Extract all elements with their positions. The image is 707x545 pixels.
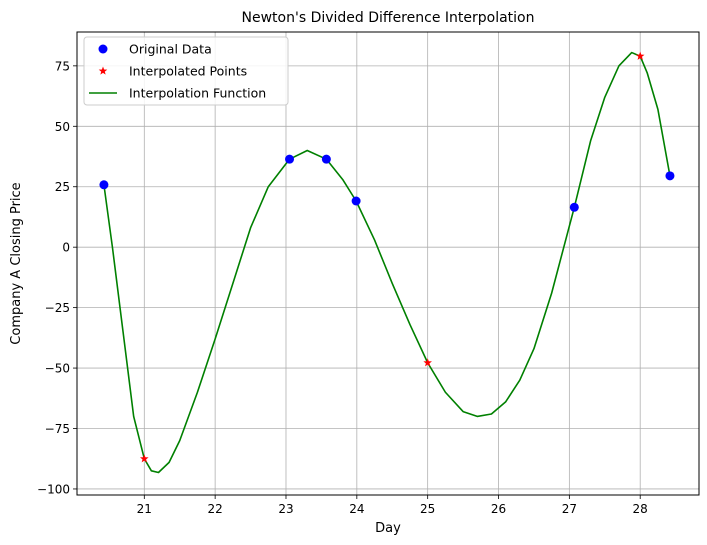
x-axis-label: Day: [375, 521, 401, 536]
x-tick-label: 24: [349, 502, 364, 516]
interpolated-point: [140, 454, 149, 463]
y-tick-label: −100: [37, 482, 70, 496]
x-tick-label: 23: [278, 502, 293, 516]
legend-star-swatch: [98, 66, 108, 75]
legend-label: Original Data: [129, 42, 212, 57]
original-data-point: [285, 154, 295, 164]
plot-series: [99, 51, 675, 474]
x-tick-label: 27: [562, 502, 577, 516]
grid-lines: [77, 32, 699, 495]
legend-box: [83, 36, 289, 106]
y-tick-label: −75: [45, 422, 70, 436]
legend-circle-swatch: [98, 44, 108, 54]
y-tick-label: 50: [55, 120, 70, 134]
plot-frame: [76, 31, 700, 496]
x-tick-label: 21: [137, 502, 152, 516]
original-data-point: [569, 202, 579, 212]
y-axis-label: Company A Closing Price: [9, 182, 24, 344]
x-tick-label: 26: [491, 502, 506, 516]
original-data-point: [351, 196, 361, 206]
x-tick-label: 22: [208, 502, 223, 516]
x-tick-label: 25: [420, 502, 435, 516]
y-tick-label: −50: [45, 362, 70, 376]
axis-ticks: 21 22 23 24 25 26 27 28 −100 −75 −50 −25 0 25 50 75: [37, 59, 648, 516]
x-tick-label: 28: [633, 502, 648, 516]
chart-title: Newton's Divided Difference Interpolatio…: [242, 10, 535, 26]
legend: Original Data Interpolated Points Interpol…: [83, 36, 289, 106]
original-data-point: [665, 171, 675, 181]
original-data-point: [99, 180, 109, 190]
y-tick-label: 25: [55, 180, 70, 194]
interpolated-point: [423, 358, 432, 367]
original-data-point: [321, 154, 331, 164]
y-tick-label: 0: [62, 241, 70, 255]
y-tick-label: −25: [45, 301, 70, 315]
interpolation-function-line: [103, 51, 671, 474]
legend-label: Interpolated Points: [129, 64, 247, 79]
legend-label: Interpolation Function: [129, 86, 266, 101]
y-tick-label: 75: [55, 59, 70, 73]
interpolated-point: [635, 51, 645, 60]
